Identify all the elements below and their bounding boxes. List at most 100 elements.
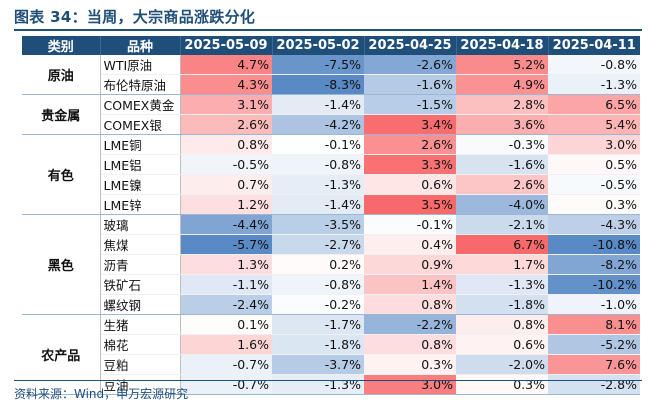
change-value-cell: -4.3%	[548, 214, 640, 235]
change-value-cell: 1.4%	[364, 274, 456, 295]
change-value-cell: -1.4%	[272, 94, 364, 115]
change-value-cell: 0.4%	[364, 234, 456, 255]
change-value-cell: -1.3%	[272, 374, 364, 395]
change-value-cell: 3.0%	[364, 374, 456, 395]
change-value-cell: 3.3%	[364, 154, 456, 175]
change-value-cell: 0.8%	[364, 334, 456, 355]
change-value-cell: 0.8%	[456, 314, 548, 335]
table-row: 棉花 1.6% -1.8% 0.8% 0.6% -5.2%	[22, 334, 640, 355]
change-value-cell: -0.1%	[272, 134, 364, 155]
change-value-cell: -1.3%	[548, 74, 640, 95]
change-value-cell: 0.3%	[456, 374, 548, 395]
change-value-cell: 0.7%	[180, 174, 272, 195]
change-value-cell: -2.7%	[272, 234, 364, 255]
change-value-cell: -4.0%	[456, 194, 548, 215]
change-value-cell: 3.5%	[364, 194, 456, 215]
commodity-name-cell: 棉花	[100, 334, 181, 355]
commodity-name-cell: LME铜	[100, 134, 181, 155]
change-value-cell: 5.4%	[548, 114, 640, 135]
change-value-cell: -2.1%	[456, 214, 548, 235]
column-header: 类别	[22, 36, 101, 55]
change-value-cell: -1.8%	[456, 294, 548, 315]
change-value-cell: -0.2%	[272, 294, 364, 315]
change-value-cell: 0.6%	[456, 334, 548, 355]
commodity-name-cell: 焦煤	[100, 234, 181, 255]
column-header: 2025-04-18	[456, 36, 549, 55]
commodity-name-cell: 铁矿石	[100, 274, 181, 295]
change-value-cell: -1.8%	[272, 334, 364, 355]
change-value-cell: 4.3%	[180, 74, 272, 95]
change-value-cell: 6.5%	[548, 94, 640, 115]
table-header-row: 类别 品种 2025-05-09 2025-05-02 2025-04-25 2025-0…	[22, 36, 640, 55]
change-value-cell: 8.1%	[548, 314, 640, 335]
change-value-cell: -0.8%	[272, 154, 364, 175]
table-row: 布伦特原油 4.3% -8.3% -1.6% 4.9% -1.3%	[22, 74, 640, 95]
change-value-cell: -5.2%	[548, 334, 640, 355]
change-value-cell: -1.3%	[272, 174, 364, 195]
commodity-name-cell: COMEX黄金	[100, 94, 181, 115]
change-value-cell: -1.7%	[272, 314, 364, 335]
change-value-cell: -3.5%	[272, 214, 364, 235]
commodity-name-cell: 布伦特原油	[100, 74, 181, 95]
change-value-cell: 0.6%	[364, 174, 456, 195]
commodity-name-cell: LME镍	[100, 174, 181, 195]
change-value-cell: -1.5%	[364, 94, 456, 115]
change-value-cell: 0.8%	[364, 294, 456, 315]
change-value-cell: 0.3%	[548, 194, 640, 215]
table-row: 沥青 1.3% 0.2% 0.9% 1.7% -8.2%	[22, 254, 640, 275]
change-value-cell: 3.0%	[548, 134, 640, 155]
change-value-cell: 0.2%	[272, 254, 364, 275]
change-value-cell: -0.1%	[364, 214, 456, 235]
change-value-cell: 1.7%	[456, 254, 548, 275]
commodity-name-cell: LME锌	[100, 194, 181, 215]
change-value-cell: -0.8%	[272, 274, 364, 295]
change-value-cell: -0.8%	[548, 55, 640, 75]
change-value-cell: -2.2%	[364, 314, 456, 335]
change-value-cell: -0.7%	[180, 374, 272, 395]
change-value-cell: -1.1%	[180, 274, 272, 295]
source-note: 资料来源：Wind，申万宏源研究	[14, 387, 189, 401]
commodity-name-cell: 豆粕	[100, 354, 181, 375]
category-cell: 贵金属	[22, 94, 101, 135]
table-row: COMEX银 2.6% -4.2% 3.4% 3.6% 5.4%	[22, 114, 640, 135]
change-value-cell: -8.3%	[272, 74, 364, 95]
change-value-cell: 1.3%	[180, 254, 272, 275]
change-value-cell: 0.9%	[364, 254, 456, 275]
column-header: 品种	[100, 36, 181, 55]
table-row: 铁矿石 -1.1% -0.8% 1.4% -1.3% -10.2%	[22, 274, 640, 295]
column-header: 2025-05-09	[180, 36, 273, 55]
change-value-cell: 4.9%	[456, 74, 548, 95]
change-value-cell: 0.3%	[364, 354, 456, 375]
change-value-cell: -1.0%	[548, 294, 640, 315]
table-row: 豆油 -0.7% -1.3% 3.0% 0.3% -2.8%	[22, 374, 640, 395]
change-value-cell: 0.1%	[180, 314, 272, 335]
page-title: 图表 34：当周，大宗商品涨跌分化	[14, 8, 256, 26]
change-value-cell: 0.5%	[548, 154, 640, 175]
change-value-cell: -2.8%	[548, 374, 640, 395]
table-row: 农产品 生猪 0.1% -1.7% -2.2% 0.8% 8.1%	[22, 314, 640, 395]
change-value-cell: -0.5%	[180, 154, 272, 175]
change-value-cell: -0.3%	[456, 134, 548, 155]
category-cell: 农产品	[22, 314, 101, 395]
category-cell: 黑色	[22, 214, 101, 315]
commodity-name-cell: 沥青	[100, 254, 181, 275]
change-value-cell: 1.6%	[180, 334, 272, 355]
change-value-cell: -2.0%	[456, 354, 548, 375]
table-row: 豆粕 -0.7% -3.7% 0.3% -2.0% 7.6%	[22, 354, 640, 375]
footer-rule	[14, 380, 642, 381]
table-row: 原油 WTI原油 4.7% -7.5% -2.6% 5.2% -0.8%	[22, 55, 640, 95]
change-value-cell: -2.4%	[180, 294, 272, 315]
change-value-cell: -4.4%	[180, 214, 272, 235]
change-value-cell: 2.6%	[180, 114, 272, 135]
change-value-cell: 2.6%	[364, 134, 456, 155]
table-row: LME锌 1.2% -1.4% 3.5% -4.0% 0.3%	[22, 194, 640, 215]
table-row: 有色 LME铜 0.8% -0.1% 2.6% -0.3% 3.0%	[22, 134, 640, 215]
change-value-cell: 3.1%	[180, 94, 272, 115]
change-value-cell: 7.6%	[548, 354, 640, 375]
change-value-cell: -5.7%	[180, 234, 272, 255]
change-value-cell: -0.5%	[548, 174, 640, 195]
column-header: 2025-05-02	[272, 36, 365, 55]
change-value-cell: -10.8%	[548, 234, 640, 255]
category-cell: 有色	[22, 134, 101, 215]
table-row: LME铝 -0.5% -0.8% 3.3% -1.6% 0.5%	[22, 154, 640, 175]
